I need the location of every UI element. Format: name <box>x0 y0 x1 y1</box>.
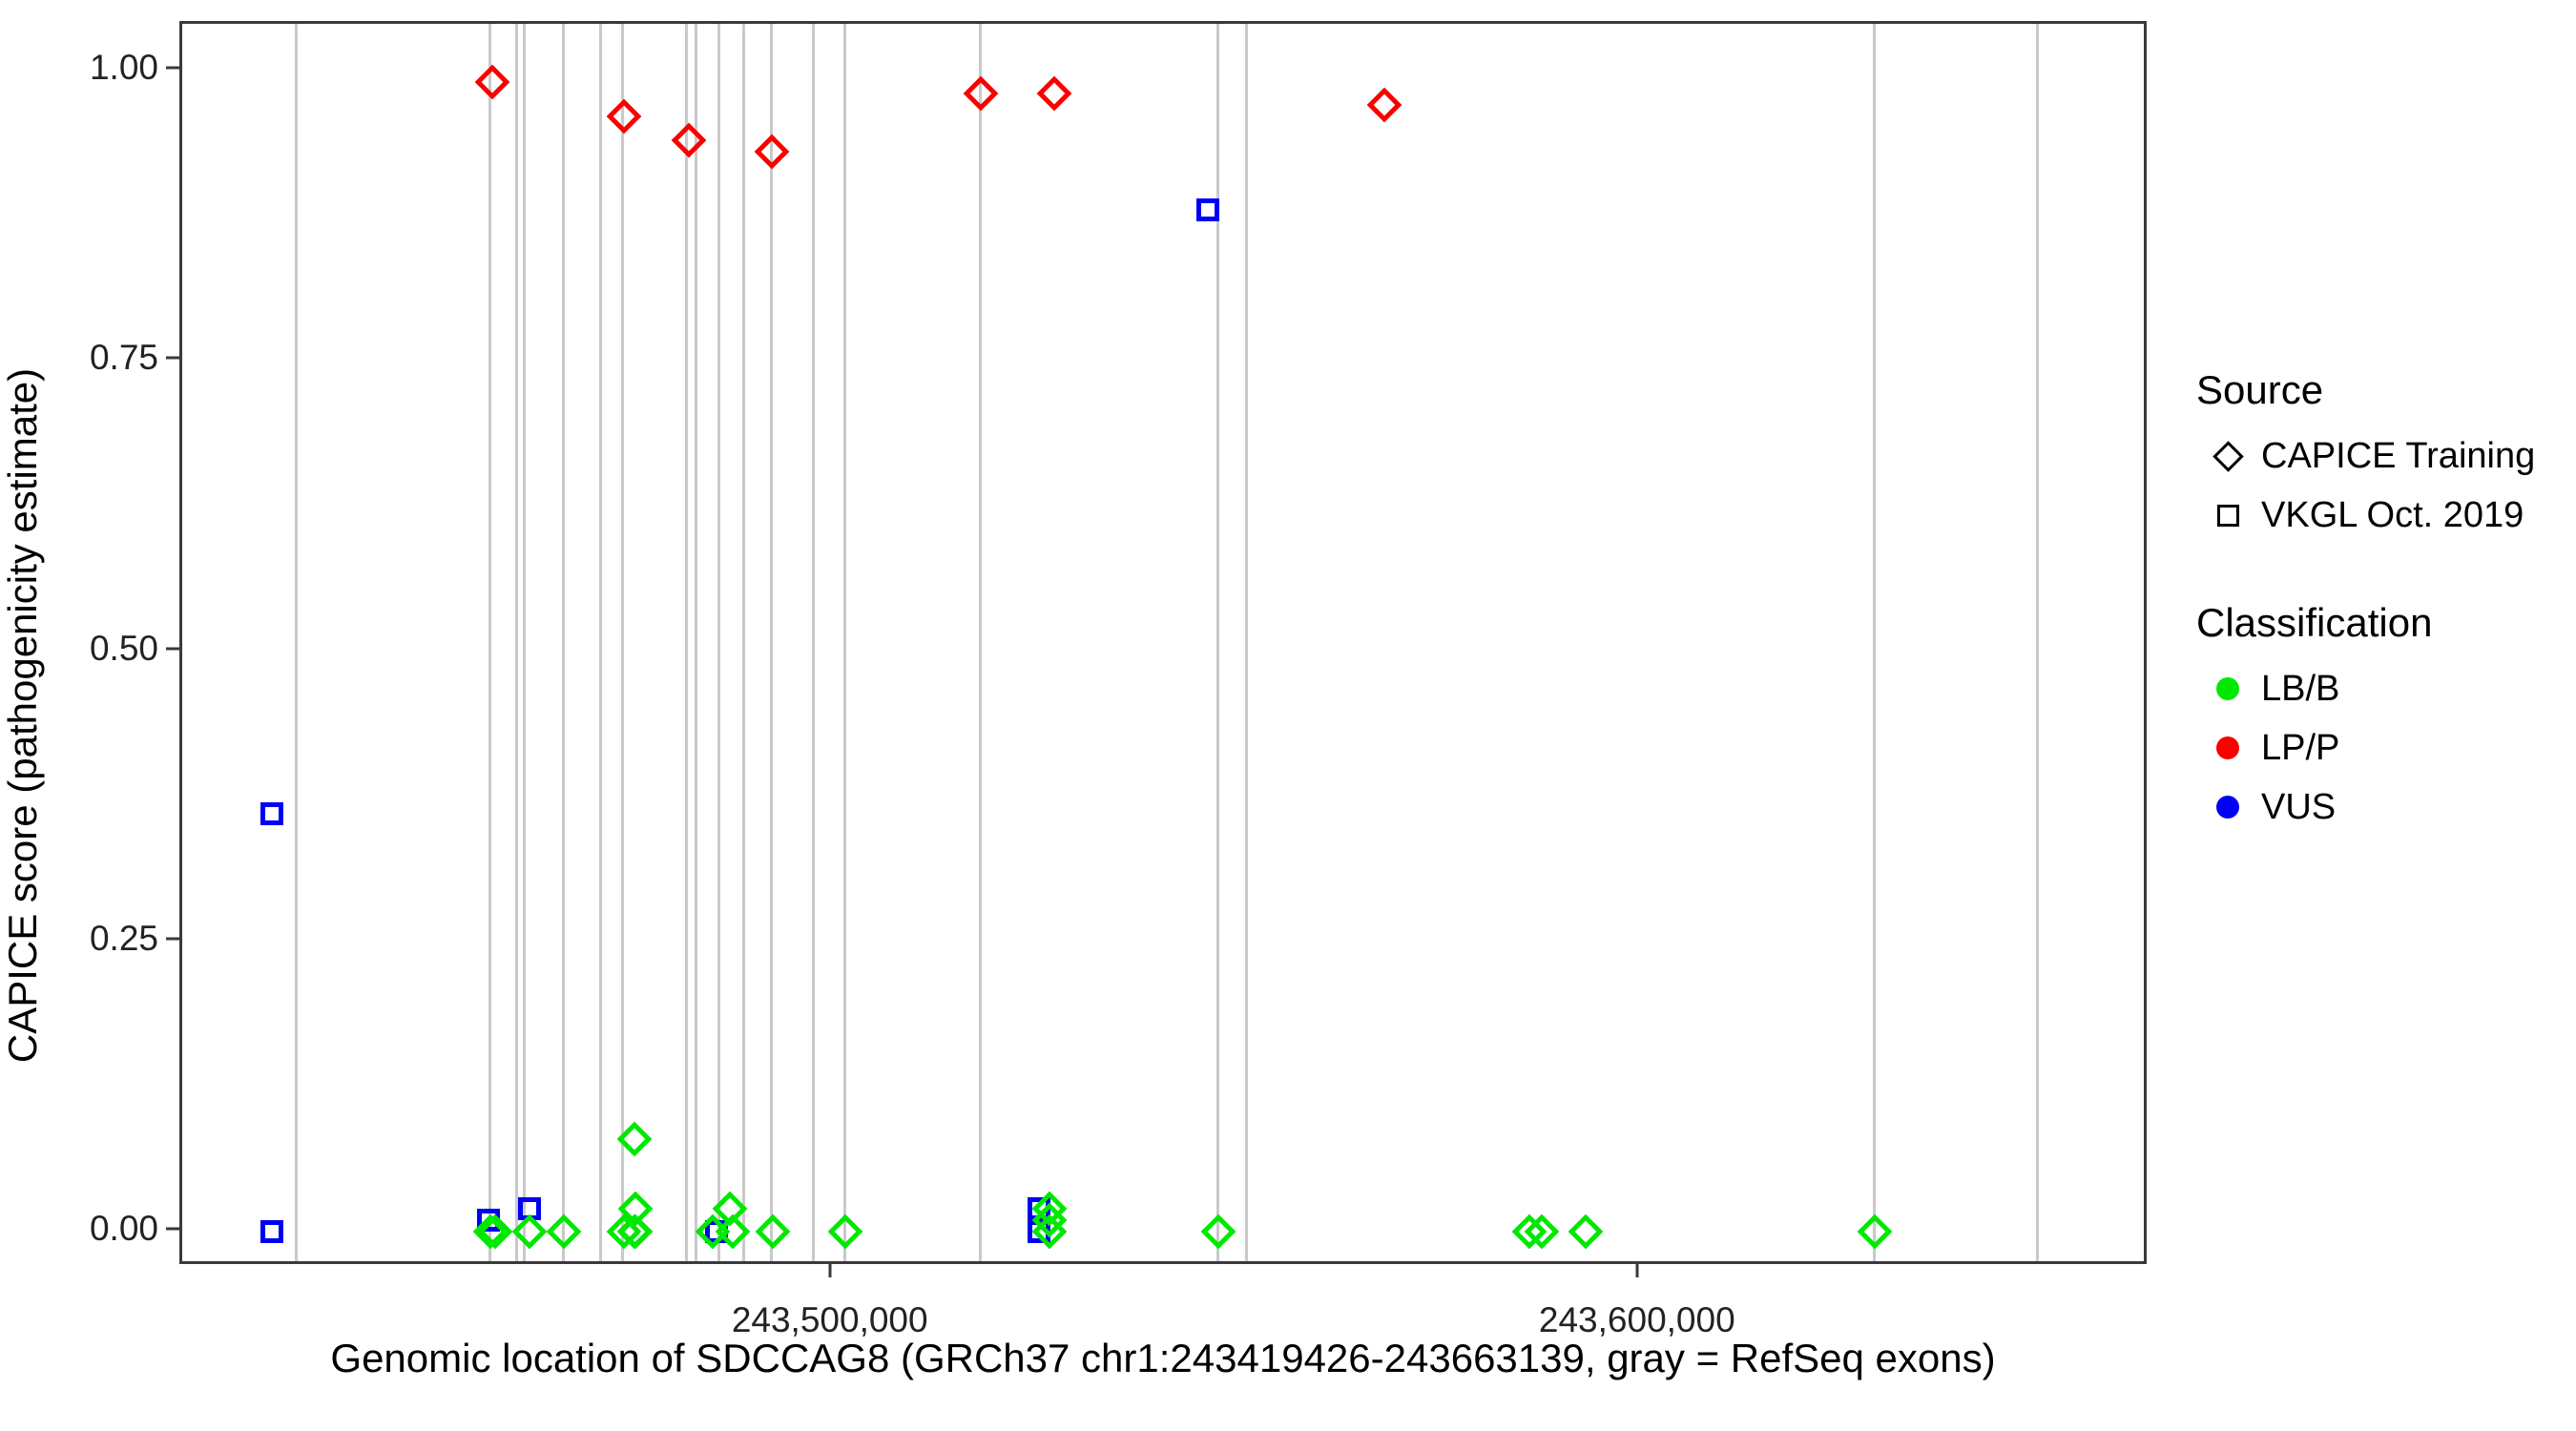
data-point-lb-b <box>827 1214 863 1250</box>
y-tick-mark <box>166 66 179 70</box>
data-point-lb-b <box>1568 1214 1604 1250</box>
x-tick-mark <box>828 1264 832 1277</box>
y-tick-mark <box>166 356 179 360</box>
legend: Source CAPICE Training VKGL Oct. 2019 Cla… <box>2194 367 2557 837</box>
legend-item-classification[interactable]: LB/B <box>2194 659 2557 718</box>
exon-line <box>2035 24 2039 1261</box>
exon-line <box>621 24 625 1261</box>
x-axis-label: Genomic location of SDCCAG8 (GRCh37 chr1… <box>330 1336 1996 1380</box>
legend-item-classification[interactable]: VUS <box>2194 778 2557 837</box>
color-dot-icon <box>2194 736 2261 759</box>
data-point-lb-b <box>755 1214 791 1250</box>
plot-panel <box>179 21 2147 1264</box>
exon-line <box>523 24 527 1261</box>
data-point-lp-p <box>474 64 510 100</box>
data-point-lp-p <box>964 75 999 112</box>
data-point-vus <box>518 1197 542 1221</box>
legend-title-source: Source <box>2196 367 2324 412</box>
legend-item-classification[interactable]: LP/P <box>2194 718 2557 778</box>
exon-line <box>295 24 299 1261</box>
data-point-lb-b <box>1857 1214 1893 1250</box>
legend-spacer <box>2194 545 2557 600</box>
legend-label: VUS <box>2261 786 2337 827</box>
color-dot-icon <box>2194 796 2261 819</box>
x-tick-label: 243,600,000 <box>1538 1300 1735 1339</box>
y-tick-mark <box>166 647 179 651</box>
plot-area <box>182 24 2144 1261</box>
exon-line <box>488 24 491 1261</box>
y-tick-label: 0.75 <box>89 338 158 378</box>
exon-line <box>1872 24 1876 1261</box>
y-tick-mark <box>166 1227 179 1231</box>
data-point-lp-p <box>754 134 790 170</box>
data-point-lb-b <box>546 1214 582 1250</box>
data-point-vus <box>260 1220 283 1244</box>
exon-line <box>769 24 773 1261</box>
legend-label: VKGL Oct. 2019 <box>2261 494 2524 535</box>
data-point-vus <box>1028 1197 1051 1221</box>
legend-label: LB/B <box>2261 668 2340 709</box>
data-point-vus <box>704 1220 728 1244</box>
data-point-vus <box>260 802 283 826</box>
data-point-lb-b <box>1200 1214 1236 1250</box>
data-point-lp-p <box>671 122 707 158</box>
data-point-vus <box>1196 197 1220 221</box>
data-point-lp-p <box>606 99 641 135</box>
legend-label: LP/P <box>2261 727 2340 768</box>
legend-group-source: CAPICE Training VKGL Oct. 2019 <box>2194 426 2557 545</box>
legend-item-source[interactable]: VKGL Oct. 2019 <box>2194 486 2557 545</box>
x-tick-label: 243,500,000 <box>731 1300 928 1339</box>
exon-line <box>1245 24 1249 1261</box>
exon-line <box>515 24 519 1261</box>
legend-group-classification: LB/B LP/P VUS <box>2194 659 2557 837</box>
exon-line <box>842 24 846 1261</box>
data-point-vus <box>477 1209 501 1233</box>
square-icon <box>2194 504 2261 527</box>
y-tick-label: 0.50 <box>89 628 158 668</box>
color-dot-icon <box>2194 677 2261 700</box>
legend-title-classification: Classification <box>2196 600 2433 645</box>
y-tick-label: 0.00 <box>89 1209 158 1249</box>
data-point-lp-p <box>1366 87 1402 123</box>
data-point-lp-p <box>1036 75 1071 112</box>
y-tick-label: 0.25 <box>89 919 158 959</box>
y-tick-label: 1.00 <box>89 47 158 87</box>
data-point-vus <box>1028 1220 1051 1244</box>
exon-line <box>742 24 746 1261</box>
exon-line <box>979 24 983 1261</box>
exon-line <box>685 24 689 1261</box>
exon-line <box>598 24 602 1261</box>
exon-line <box>717 24 720 1261</box>
exon-line <box>1215 24 1219 1261</box>
legend-label: CAPICE Training <box>2261 435 2536 476</box>
x-tick-mark <box>1635 1264 1639 1277</box>
diamond-icon <box>2194 440 2261 472</box>
exon-line <box>811 24 815 1261</box>
exon-line <box>695 24 698 1261</box>
y-tick-mark <box>166 937 179 941</box>
exon-line <box>561 24 565 1261</box>
legend-item-source[interactable]: CAPICE Training <box>2194 426 2557 486</box>
